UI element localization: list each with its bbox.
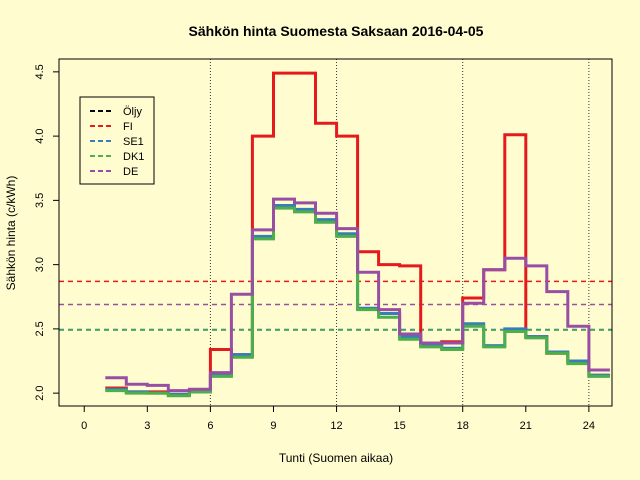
y-axis-label: Sähkön hinta (c/kWh): [4, 176, 18, 291]
x-tick-label: 12: [330, 420, 342, 432]
x-tick-label: 18: [457, 420, 469, 432]
x-tick-label: 6: [207, 420, 213, 432]
y-tick-label: 3.5: [34, 193, 46, 208]
x-tick-label: 21: [520, 420, 532, 432]
legend-label-dk1: DK1: [123, 151, 144, 163]
x-tick-label: 0: [81, 420, 87, 432]
legend-label-de: DE: [123, 166, 138, 178]
series-line-dk1: [105, 206, 610, 398]
x-tick-label: 9: [270, 420, 276, 432]
x-tick-label: 24: [583, 420, 595, 432]
chart-title: Sähkön hinta Suomesta Saksaan 2016-04-05: [189, 23, 484, 39]
x-gridlines: [209, 59, 590, 406]
y-tick-label: 2.5: [34, 321, 46, 336]
legend-label-fi: FI: [123, 121, 133, 133]
y-tick-label: 3.0: [34, 257, 46, 272]
y-tick-label: 4.0: [34, 128, 46, 143]
legend-label-öljy: Öljy: [123, 106, 142, 118]
x-axis: 0 3 6 9 12 15 18 21 24: [81, 405, 595, 432]
series-line-de: [105, 197, 610, 393]
y-axis: 2.0 2.5 3.0 3.5 4.0 4.5: [34, 64, 59, 401]
x-tick-label: 3: [144, 420, 150, 432]
x-tick-label: 15: [394, 420, 406, 432]
legend-label-se1: SE1: [123, 136, 144, 148]
series-lines: [105, 71, 610, 398]
legend: Öljy FI SE1 DK1 DE: [79, 96, 155, 185]
y-tick-label: 2.0: [34, 385, 46, 400]
x-axis-label: Tunti (Suomen aikaa): [279, 451, 393, 465]
y-tick-label: 4.5: [34, 64, 46, 79]
